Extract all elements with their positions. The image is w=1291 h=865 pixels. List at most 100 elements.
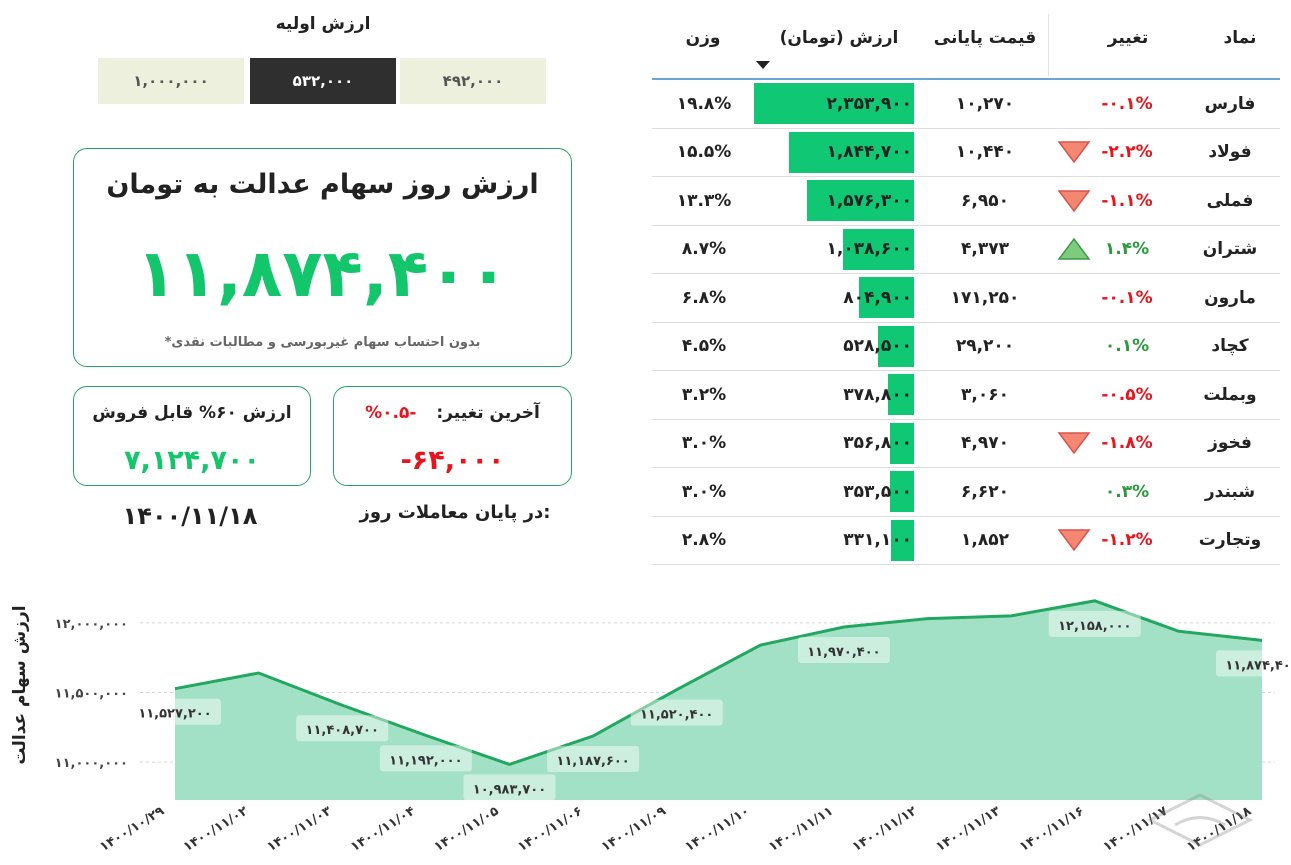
cell-weight: ۶.۸% — [681, 287, 727, 308]
table-row[interactable]: وبملت -۰.۵% ۳,۰۶۰ ۳۷۸,۸۰۰ ۳.۲% — [652, 371, 1280, 420]
x-tick-label: ۱۴۰۰/۱۱/۱۰ — [683, 804, 753, 855]
cell-price: ۳,۰۶۰ — [961, 384, 1009, 405]
down-arrow-icon — [1057, 189, 1091, 212]
cell-value-text: ۳۷۸,۸۰۰ — [843, 384, 912, 405]
cell-value: ۳۵۳,۵۰۰ — [754, 468, 914, 515]
table-row[interactable]: شبندر ۰.۳% ۶,۶۲۰ ۳۵۳,۵۰۰ ۳.۰% — [652, 468, 1280, 517]
last-change-header: آخرین تغییر: -۰.۵% — [334, 403, 571, 423]
initial-value-title: ارزش اولیه — [275, 14, 371, 34]
data-label-bg — [1048, 610, 1141, 637]
cell-weight: ۱۳.۳% — [676, 190, 732, 211]
table-row[interactable]: فملی -۱.۱% ۶,۹۵۰ ۱,۵۷۶,۳۰۰ ۱۳.۳% — [652, 177, 1280, 226]
cell-price: ۶,۹۵۰ — [961, 190, 1009, 211]
cell-price: ۶,۶۲۰ — [961, 481, 1009, 502]
cell-change: -۰.۱% — [1101, 93, 1153, 114]
table-header: نماد تغییر قیمت پایانی ارزش (تومان) وزن — [652, 14, 1280, 80]
cell-value-text: ۲,۳۵۳,۹۰۰ — [826, 93, 912, 114]
value-bar — [859, 277, 914, 318]
cell-price: ۱۷۱,۲۵۰ — [950, 287, 1020, 308]
cell-arrow — [1052, 177, 1096, 224]
sort-desc-icon[interactable] — [756, 61, 770, 70]
down-arrow-icon — [1057, 141, 1091, 164]
cell-symbol: فملی — [1206, 190, 1254, 211]
header-change[interactable]: تغییر — [1107, 28, 1149, 48]
cell-value-text: ۵۲۸,۵۰۰ — [843, 336, 912, 356]
cell-weight: ۲.۸% — [681, 530, 727, 550]
table-row[interactable]: مارون -۰.۱% ۱۷۱,۲۵۰ ۸۰۴,۹۰۰ ۶.۸% — [652, 274, 1280, 323]
last-change-card: آخرین تغییر: -۰.۵% -۶۴,۰۰۰ — [333, 386, 572, 486]
data-label: ۱۱,۹۷۰,۴۰۰ — [807, 645, 880, 660]
header-price[interactable]: قیمت پایانی — [933, 28, 1037, 48]
data-label: ۱۰,۹۸۳,۷۰۰ — [473, 782, 546, 797]
cell-value: ۱,۰۳۸,۶۰۰ — [754, 226, 914, 273]
cell-value: ۳۷۸,۸۰۰ — [754, 371, 914, 418]
total-value-note: *بدون احتساب سهام غیربورسی و مطالبات نقد… — [164, 335, 481, 350]
cell-arrow — [1052, 371, 1096, 418]
cell-symbol: فخوز — [1208, 433, 1252, 453]
data-label-bg — [1216, 650, 1291, 677]
x-tick-label: ۱۴۰۰/۱۱/۱۶ — [1017, 804, 1087, 855]
table-row[interactable]: فخوز -۱.۸% ۴,۹۷۰ ۳۵۶,۸۰۰ ۳.۰% — [652, 420, 1280, 468]
x-tick-label: ۱۴۰۰/۱۱/۱۲ — [850, 804, 920, 855]
value-bar — [754, 83, 914, 124]
data-label: ۱۲,۱۵۸,۰۰۰ — [1058, 619, 1131, 634]
cell-arrow — [1052, 323, 1096, 370]
cell-change: ۰.۳% — [1104, 481, 1150, 502]
cell-change: -۰.۱% — [1101, 287, 1153, 308]
table-body: فارس -۰.۱% ۱۰,۲۷۰ ۲,۳۵۳,۹۰۰ ۱۹.۸% فولاد -۲.۲% ۱… — [652, 80, 1280, 565]
cell-arrow — [1052, 420, 1096, 467]
header-weight[interactable]: وزن — [685, 28, 721, 48]
sellable-value-card: ارزش ۶۰% قابل فروش ۷,۱۲۴,۷۰۰ — [73, 386, 311, 486]
cell-arrow — [1052, 517, 1096, 564]
cell-price: ۱۰,۴۴۰ — [955, 142, 1015, 162]
cell-value: ۳۳۱,۱۰۰ — [754, 517, 914, 564]
cell-weight: ۱۵.۵% — [676, 142, 732, 162]
data-label: ۱۱,۴۰۸,۷۰۰ — [306, 723, 379, 738]
sellable-value: ۷,۱۲۴,۷۰۰ — [124, 445, 260, 476]
cell-value-text: ۳۵۳,۵۰۰ — [843, 481, 912, 502]
cell-symbol: شتران — [1202, 239, 1258, 259]
down-arrow-icon — [1057, 432, 1091, 455]
x-tick-label: ۱۴۰۰/۱۱/۰۲ — [181, 804, 251, 855]
cell-price: ۴,۹۷۰ — [961, 433, 1009, 453]
table-row[interactable]: فارس -۰.۱% ۱۰,۲۷۰ ۲,۳۵۳,۹۰۰ ۱۹.۸% — [652, 80, 1280, 129]
x-tick-label: ۱۴۰۰/۱۱/۰۴ — [348, 804, 418, 855]
x-tick-label: ۱۴۰۰/۱۱/۰۶ — [515, 804, 585, 855]
cell-change: ۰.۱% — [1104, 336, 1150, 356]
value-bar — [890, 471, 914, 512]
cell-price: ۲۹,۲۰۰ — [955, 336, 1015, 356]
cell-change: -۲.۲% — [1101, 142, 1153, 162]
cell-change: -۰.۵% — [1101, 384, 1153, 405]
header-value[interactable]: ارزش (تومان) — [779, 28, 899, 48]
cell-value-text: ۱,۵۷۶,۳۰۰ — [826, 190, 912, 211]
cell-weight: ۳.۲% — [681, 384, 727, 405]
cell-value: ۳۵۶,۸۰۰ — [754, 420, 914, 467]
value-bar — [891, 519, 914, 561]
table-row[interactable]: شتران ۱.۴% ۴,۳۷۳ ۱,۰۳۸,۶۰۰ ۸.۷% — [652, 226, 1280, 274]
cell-value: ۵۲۸,۵۰۰ — [754, 323, 914, 370]
cell-symbol: وتجارت — [1198, 530, 1262, 550]
initial-option-492000[interactable]: ۴۹۲,۰۰۰ — [400, 58, 546, 104]
cell-value-text: ۳۵۶,۸۰۰ — [843, 433, 912, 453]
y-tick-label: ۱۱,۰۰۰,۰۰۰ — [55, 756, 128, 771]
value-history-chart: ۱۱,۰۰۰,۰۰۰ ۱۱,۵۰۰,۰۰۰ ۱۲,۰۰۰,۰۰۰ ۱۱,۵۲۷,۲۰۰… — [55, 599, 1291, 855]
initial-option-532000[interactable]: ۵۳۲,۰۰۰ — [250, 58, 396, 104]
total-value: ۱۱,۸۷۴,۴۰۰ — [136, 235, 509, 312]
cell-value-text: ۱,۰۳۸,۶۰۰ — [826, 239, 912, 259]
up-arrow-icon — [1057, 237, 1091, 260]
header-symbol[interactable]: نماد — [1223, 28, 1257, 48]
data-label-bg — [547, 746, 640, 773]
table-row[interactable]: کچاد ۰.۱% ۲۹,۲۰۰ ۵۲۸,۵۰۰ ۴.۵% — [652, 323, 1280, 371]
cell-symbol: مارون — [1204, 287, 1256, 308]
value-bar — [807, 180, 914, 221]
cell-symbol: فارس — [1204, 93, 1256, 114]
table-row[interactable]: فولاد -۲.۲% ۱۰,۴۴۰ ۱,۸۴۴,۷۰۰ ۱۵.۵% — [652, 129, 1280, 177]
data-label-bg — [463, 774, 556, 801]
data-label-bg — [296, 715, 389, 742]
total-value-title: ارزش روز سهام عدالت به تومان — [106, 169, 539, 200]
initial-option-1000000[interactable]: ۱,۰۰۰,۰۰۰ — [98, 58, 244, 104]
cell-change: -۱.۱% — [1101, 190, 1153, 211]
y-tick-label: ۱۲,۰۰۰,۰۰۰ — [55, 617, 128, 632]
table-row[interactable]: وتجارت -۱.۲% ۱,۸۵۲ ۳۳۱,۱۰۰ ۲.۸% — [652, 517, 1280, 565]
value-bar — [878, 325, 914, 367]
